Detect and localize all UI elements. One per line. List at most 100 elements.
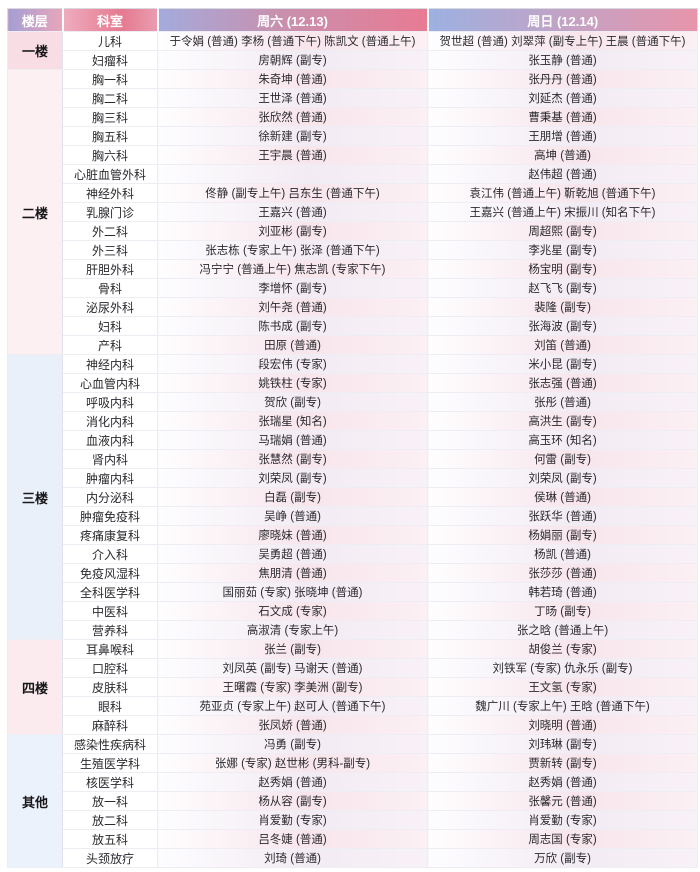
sunday-cell: 贺世超 (普通) 刘翠萍 (副专上午) 王晨 (普通下午) xyxy=(427,31,698,51)
department-cell: 胸二科 xyxy=(62,88,158,108)
table-row: 营养科 高淑清 (专家上午) 张之晗 (普通上午) xyxy=(8,620,698,640)
department-cell: 骨科 xyxy=(62,278,158,298)
table-row: 介入科 吴勇超 (普通) 杨凯 (普通) xyxy=(8,544,698,564)
department-cell: 生殖医学科 xyxy=(62,753,158,773)
saturday-cell: 吕冬婕 (普通) xyxy=(157,829,428,849)
sunday-cell: 刘晓明 (普通) xyxy=(427,715,698,735)
header-row: 楼层 科室 周六 (12.13) 周日 (12.14) xyxy=(7,8,698,32)
saturday-cell: 张兰 (副专) xyxy=(157,639,428,659)
sunday-cell: 韩若琦 (普通) xyxy=(427,582,698,602)
department-cell: 中医科 xyxy=(62,601,158,621)
table-row: 血液内科 马瑞娟 (普通) 高玉环 (知名) xyxy=(8,430,698,450)
sunday-cell: 张彤 (普通) xyxy=(427,392,698,412)
department-cell: 消化内科 xyxy=(62,411,158,431)
saturday-cell: 朱奇坤 (普通) xyxy=(157,69,428,89)
sunday-cell: 高坤 (普通) xyxy=(427,145,698,165)
department-cell: 耳鼻喉科 xyxy=(62,639,158,659)
floor-cell: 四楼 xyxy=(7,639,63,735)
saturday-cell: 陈书成 (副专) xyxy=(157,316,428,336)
department-cell: 头颈放疗 xyxy=(62,848,158,868)
saturday-cell: 刘凤英 (副专) 马谢天 (普通) xyxy=(157,658,428,678)
sunday-cell: 丁旸 (副专) xyxy=(427,601,698,621)
saturday-cell: 冯宁宁 (普通上午) 焦志凯 (专家下午) xyxy=(157,259,428,279)
saturday-cell: 张慧然 (副专) xyxy=(157,449,428,469)
table-row: 消化内科 张瑞星 (知名) 高洪生 (副专) xyxy=(8,411,698,431)
saturday-cell: 于令娟 (普通) 李杨 (普通下午) 陈凯文 (普通上午) xyxy=(157,31,428,51)
department-cell: 胸三科 xyxy=(62,107,158,127)
department-cell: 神经内科 xyxy=(62,354,158,374)
saturday-cell: 田原 (普通) xyxy=(157,335,428,355)
department-cell: 产科 xyxy=(62,335,158,355)
table-row: 神经外科 佟静 (副专上午) 吕东生 (普通下午) 袁江伟 (普通上午) 靳乾旭 (… xyxy=(8,183,698,203)
sunday-cell: 杨娟丽 (副专) xyxy=(427,525,698,545)
sunday-cell: 刘笛 (普通) xyxy=(427,335,698,355)
sunday-cell: 赵飞飞 (副专) xyxy=(427,278,698,298)
table-row: 放五科 吕冬婕 (普通) 周志国 (专家) xyxy=(8,829,698,849)
table-row: 眼科 苑亚贞 (专家上午) 赵可人 (普通下午) 魏广川 (专家上午) 王晗 (普通… xyxy=(8,696,698,716)
sunday-cell: 万欣 (副专) xyxy=(427,848,698,868)
table-row: 骨科 李增怀 (副专) 赵飞飞 (副专) xyxy=(8,278,698,298)
sunday-cell: 高玉环 (知名) xyxy=(427,430,698,450)
department-cell: 心脏血管外科 xyxy=(62,164,158,184)
saturday-cell: 吴峥 (普通) xyxy=(157,506,428,526)
saturday-cell: 高淑清 (专家上午) xyxy=(157,620,428,640)
sunday-cell: 袁江伟 (普通上午) 靳乾旭 (普通下午) xyxy=(427,183,698,203)
sunday-cell: 张馨元 (普通) xyxy=(427,791,698,811)
table-row: 三楼 神经内科 段宏伟 (专家) 米小昆 (副专) xyxy=(7,354,698,640)
saturday-cell: 杨从容 (副专) xyxy=(157,791,428,811)
sunday-cell: 米小昆 (副专) xyxy=(427,354,698,374)
sunday-cell: 张玉静 (普通) xyxy=(427,50,698,70)
sunday-cell: 刘玮琳 (副专) xyxy=(427,734,698,754)
table-row: 肿瘤免疫科 吴峥 (普通) 张跃华 (普通) xyxy=(8,506,698,526)
sunday-cell: 王嘉兴 (普通上午) 宋振川 (知名下午) xyxy=(427,202,698,222)
table-row: 内分泌科 白磊 (副专) 侯琳 (普通) xyxy=(8,487,698,507)
saturday-cell: 肖爱勤 (专家) xyxy=(157,810,428,830)
department-cell: 内分泌科 xyxy=(62,487,158,507)
department-cell: 核医学科 xyxy=(62,772,158,792)
table-row: 四楼 耳鼻喉科 张兰 (副专) 胡俊兰 (专家) xyxy=(7,639,698,735)
table-row: 免疫风湿科 焦朋清 (普通) 张莎莎 (普通) xyxy=(8,563,698,583)
table-row: 一楼 儿科 于令娟 (普通) 李杨 (普通下午) 陈凯文 (普通上午) 贺世超 (普通… xyxy=(7,31,698,70)
sunday-cell: 刘荣凤 (副专) xyxy=(427,468,698,488)
table-row: 产科 田原 (普通) 刘笛 (普通) xyxy=(8,335,698,355)
department-cell: 胸一科 xyxy=(62,69,158,89)
table-row: 胸三科 张欣然 (普通) 曹秉基 (普通) xyxy=(8,107,698,127)
table-row: 口腔科 刘凤英 (副专) 马谢天 (普通) 刘铁军 (专家) 仇永乐 (副专) xyxy=(8,658,698,678)
saturday-cell: 廖晓妹 (普通) xyxy=(157,525,428,545)
sunday-cell: 侯琳 (普通) xyxy=(427,487,698,507)
saturday-cell: 张欣然 (普通) xyxy=(157,107,428,127)
table-row: 心血管内科 姚铁柱 (专家) 张志强 (普通) xyxy=(8,373,698,393)
table-row: 妇瘤科 房朝辉 (副专) 张玉静 (普通) xyxy=(8,50,698,70)
sunday-cell: 曹秉基 (普通) xyxy=(427,107,698,127)
table-row: 胸六科 王宇晨 (普通) 高坤 (普通) xyxy=(8,145,698,165)
saturday-cell: 佟静 (副专上午) 吕东生 (普通下午) xyxy=(157,183,428,203)
sunday-cell: 张海波 (副专) xyxy=(427,316,698,336)
department-cell: 胸五科 xyxy=(62,126,158,146)
saturday-cell: 姚铁柱 (专家) xyxy=(157,373,428,393)
sunday-cell: 张莎莎 (普通) xyxy=(427,563,698,583)
department-cell: 妇科 xyxy=(62,316,158,336)
department-cell: 疼痛康复科 xyxy=(62,525,158,545)
table-row: 皮肤科 王曙霞 (专家) 李美洲 (副专) 王文氢 (专家) xyxy=(8,677,698,697)
department-cell: 泌尿外科 xyxy=(62,297,158,317)
table-row: 疼痛康复科 廖晓妹 (普通) 杨娟丽 (副专) xyxy=(8,525,698,545)
department-cell: 介入科 xyxy=(62,544,158,564)
sunday-cell: 周超熙 (副专) xyxy=(427,221,698,241)
table-row: 外二科 刘亚彬 (副专) 周超熙 (副专) xyxy=(8,221,698,241)
sunday-cell: 高洪生 (副专) xyxy=(427,411,698,431)
floor-cell: 二楼 xyxy=(7,69,63,355)
table-row: 肝胆外科 冯宁宁 (普通上午) 焦志凯 (专家下午) 杨宝明 (副专) xyxy=(8,259,698,279)
saturday-cell: 苑亚贞 (专家上午) 赵可人 (普通下午) xyxy=(157,696,428,716)
sunday-cell: 贾新转 (副专) xyxy=(427,753,698,773)
table-row: 二楼 胸一科 朱奇坤 (普通) 张丹丹 (普通) xyxy=(7,69,698,355)
saturday-cell: 国丽茹 (专家) 张晓坤 (普通) xyxy=(157,582,428,602)
department-cell: 麻醉科 xyxy=(62,715,158,735)
sunday-cell: 肖爱勤 (专家) xyxy=(427,810,698,830)
saturday-cell: 张娜 (专家) 赵世彬 (男科-副专) xyxy=(157,753,428,773)
schedule-table: 楼层 科室 周六 (12.13) 周日 (12.14) 一楼 儿科 于令娟 (普通)… xyxy=(7,8,698,868)
sunday-cell: 杨宝明 (副专) xyxy=(427,259,698,279)
sunday-cell: 周志国 (专家) xyxy=(427,829,698,849)
table-row: 外三科 张志栋 (专家上午) 张泽 (普通下午) 李兆星 (副专) xyxy=(8,240,698,260)
department-cell: 胸六科 xyxy=(62,145,158,165)
col-header-floor: 楼层 xyxy=(7,8,64,32)
